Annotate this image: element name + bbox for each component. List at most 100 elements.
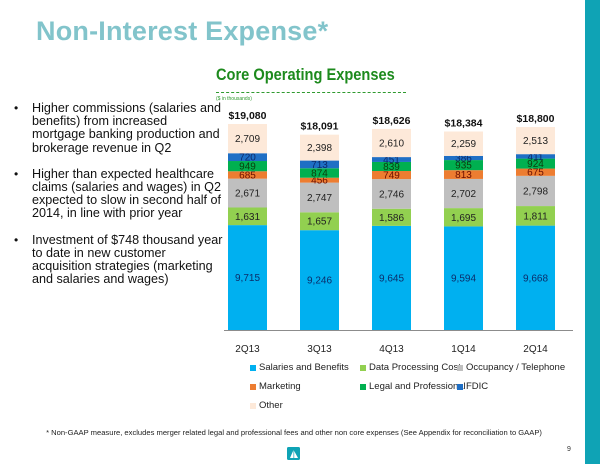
data-label: 2,747 bbox=[307, 193, 332, 204]
bullet-text: Higher commissions (salaries and benefit… bbox=[32, 101, 221, 155]
legend-item: Salaries and Benefits bbox=[250, 362, 349, 373]
total-label: $18,091 bbox=[301, 121, 339, 133]
total-label: $18,384 bbox=[445, 118, 483, 130]
data-label: 2,746 bbox=[379, 189, 404, 200]
legend-label: Occupancy / Telephone bbox=[466, 362, 566, 373]
total-label: $19,080 bbox=[229, 110, 267, 122]
bullet-marker: • bbox=[14, 166, 19, 181]
bar-segment-occupancy-telephone bbox=[300, 182, 339, 213]
bar-segment-legal-and-professional bbox=[372, 161, 411, 172]
chart-title: Core Operating Expenses bbox=[216, 65, 395, 84]
bar-segment-salaries-and-benefits bbox=[300, 230, 339, 330]
bullet-list: • Higher commissions (salaries and benefi… bbox=[8, 101, 223, 299]
bar-segment-occupancy-telephone bbox=[444, 178, 483, 209]
bar-segment-marketing bbox=[300, 177, 339, 183]
data-label: 874 bbox=[311, 168, 328, 179]
data-label: 9,645 bbox=[379, 273, 404, 284]
data-label: 2,259 bbox=[451, 139, 476, 150]
total-label: $18,626 bbox=[373, 115, 411, 127]
bar-segment-marketing bbox=[444, 170, 483, 179]
bar-segment-salaries-and-benefits bbox=[444, 226, 483, 330]
bar-segment-fdic bbox=[516, 154, 555, 159]
legend-label: Data Processing Cost bbox=[369, 362, 461, 373]
x-tick-label: 2Q13 bbox=[235, 344, 260, 355]
bar-segment-fdic bbox=[372, 157, 411, 162]
bar-segment-data-processing-cost bbox=[444, 208, 483, 227]
data-label: 2,798 bbox=[523, 186, 548, 197]
bar-segment-other bbox=[228, 124, 267, 154]
legend-label: Other bbox=[259, 400, 283, 411]
x-tick-label: 2Q14 bbox=[523, 344, 548, 355]
legend-item: Marketing bbox=[250, 381, 301, 392]
bar-segment-fdic bbox=[228, 153, 267, 162]
data-label: 749 bbox=[383, 171, 400, 182]
legend-label: Legal and Professional bbox=[369, 381, 466, 392]
bar-segment-other bbox=[300, 134, 339, 161]
bar-segment-occupancy-telephone bbox=[372, 179, 411, 209]
bar-segment-marketing bbox=[228, 171, 267, 179]
bar-segment-legal-and-professional bbox=[300, 168, 339, 178]
data-label: 9,594 bbox=[451, 274, 476, 285]
bullet-item: • Investment of $748 thousand year to dat… bbox=[8, 232, 223, 287]
legend-swatch bbox=[360, 383, 366, 390]
bar-segment-occupancy-telephone bbox=[516, 175, 555, 207]
data-label: 924 bbox=[527, 159, 544, 170]
legend-swatch bbox=[360, 364, 366, 371]
bar-segment-data-processing-cost bbox=[372, 208, 411, 226]
legend-item: Other bbox=[250, 400, 283, 411]
legend-item: Occupancy / Telephone bbox=[457, 362, 565, 373]
accent-side-bar bbox=[585, 0, 600, 464]
data-label: 1,657 bbox=[307, 217, 332, 228]
legend-label: Marketing bbox=[259, 381, 301, 392]
bar-segment-legal-and-professional bbox=[444, 160, 483, 171]
data-label: 451 bbox=[383, 155, 400, 166]
bar-segment-marketing bbox=[372, 171, 411, 180]
bar-segment-data-processing-cost bbox=[228, 207, 267, 226]
data-label: 9,715 bbox=[235, 273, 260, 284]
legend-swatch bbox=[457, 383, 463, 390]
bar-segment-data-processing-cost bbox=[516, 206, 555, 226]
data-label: 2,398 bbox=[307, 143, 332, 154]
bullet-text: Higher than expected healthcare claims (… bbox=[32, 166, 222, 221]
data-label: 1,586 bbox=[379, 213, 404, 224]
bullet-item: • Higher commissions (salaries and benefi… bbox=[8, 101, 223, 155]
data-label: 456 bbox=[311, 176, 328, 187]
data-label: 2,610 bbox=[379, 138, 404, 149]
data-label: 2,702 bbox=[451, 189, 476, 200]
bullet-marker: • bbox=[14, 101, 19, 115]
data-label: 2,709 bbox=[235, 134, 260, 145]
legend-label: Salaries and Benefits bbox=[259, 362, 349, 373]
data-label: 411 bbox=[528, 152, 544, 163]
data-label: 1,695 bbox=[451, 213, 476, 224]
x-tick-label: 3Q13 bbox=[307, 344, 332, 355]
legend-item: Data Processing Cost bbox=[360, 362, 461, 373]
bar-segment-other bbox=[516, 127, 555, 155]
data-label: 935 bbox=[455, 161, 472, 172]
data-label: 9,668 bbox=[523, 273, 548, 284]
data-label: 713 bbox=[311, 160, 328, 171]
bar-segment-data-processing-cost bbox=[300, 212, 339, 231]
footnote: * Non-GAAP measure, excludes merger rela… bbox=[46, 428, 542, 437]
chart-subtitle: ($ in thousands) bbox=[216, 96, 252, 102]
data-label: 720 bbox=[239, 153, 256, 164]
data-label: 1,631 bbox=[235, 212, 260, 223]
data-label: 685 bbox=[239, 170, 256, 181]
data-label: 2,671 bbox=[235, 189, 260, 200]
data-label: 949 bbox=[239, 162, 256, 173]
page-number: 9 bbox=[567, 446, 571, 453]
sailboat-logo-icon bbox=[287, 447, 300, 460]
bar-segment-fdic bbox=[300, 160, 339, 169]
legend-label: FDIC bbox=[466, 381, 489, 392]
data-label: 1,811 bbox=[523, 211, 548, 222]
bullet-item: • Higher than expected healthcare claims … bbox=[8, 166, 223, 221]
total-label: $18,800 bbox=[517, 113, 555, 125]
legend-swatch bbox=[250, 383, 256, 390]
data-label: 813 bbox=[455, 170, 472, 181]
x-tick-label: 4Q13 bbox=[379, 344, 404, 355]
page-title: Non-Interest Expense* bbox=[36, 16, 329, 46]
legend-swatch bbox=[457, 364, 463, 371]
legend-swatch bbox=[250, 402, 256, 409]
bullet-text: Investment of $748 thousand year to date… bbox=[32, 232, 223, 287]
bar-segment-salaries-and-benefits bbox=[372, 225, 411, 330]
